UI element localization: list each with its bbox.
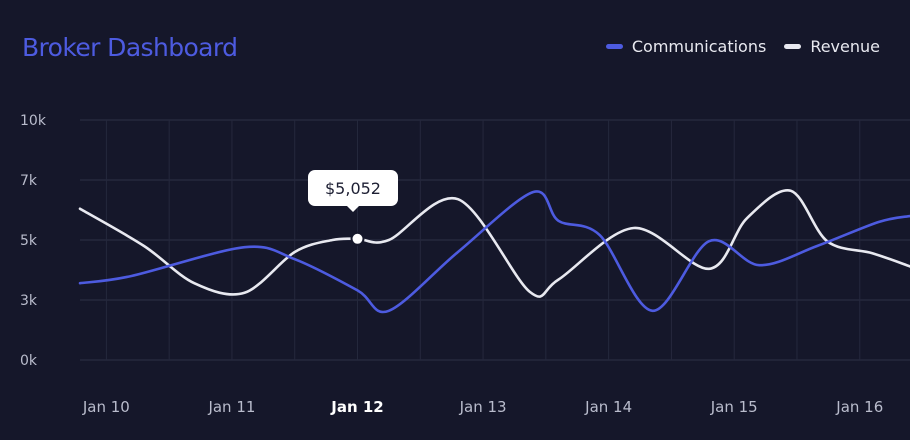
series-line-communications: [78, 190, 910, 314]
x-tick-label: Jan 12: [330, 398, 383, 416]
x-axis-ticks: Jan 10 Jan 11 Jan 12 Jan 13 Jan 14 Jan 15 Jan …: [82, 398, 883, 416]
legend-label-communications: Communications: [631, 37, 767, 56]
chart-title: Broker Dashboard: [22, 33, 238, 62]
y-tick-label: 3k: [20, 293, 38, 309]
y-tick-label: 0k: [20, 353, 38, 369]
legend-swatch-revenue: [784, 44, 802, 49]
legend: Communications Revenue: [605, 37, 880, 56]
series-lines: [78, 189, 910, 314]
x-tick-label: Jan 14: [584, 398, 632, 416]
legend-item-revenue[interactable]: Revenue: [784, 37, 880, 56]
legend-swatch-communications: [605, 44, 623, 49]
tooltip: $5,052: [308, 170, 398, 212]
grid: [80, 119, 910, 361]
x-tick-label: Jan 15: [710, 398, 758, 416]
markers: [350, 231, 365, 246]
series-line-revenue: [78, 189, 910, 298]
y-axis-ticks: 0k 3k 5k 7k 10k: [20, 113, 47, 369]
x-tick-label: Jan 13: [459, 398, 507, 416]
x-tick-label: Jan 11: [207, 398, 255, 416]
legend-item-communications[interactable]: Communications: [605, 37, 767, 56]
y-tick-label: 10k: [20, 113, 47, 129]
y-tick-label: 7k: [20, 173, 38, 189]
legend-label-revenue: Revenue: [810, 37, 880, 56]
y-tick-label: 5k: [20, 233, 38, 249]
tooltip-marker: [350, 231, 365, 246]
x-tick-label: Jan 10: [82, 398, 130, 416]
x-tick-label: Jan 16: [835, 398, 883, 416]
